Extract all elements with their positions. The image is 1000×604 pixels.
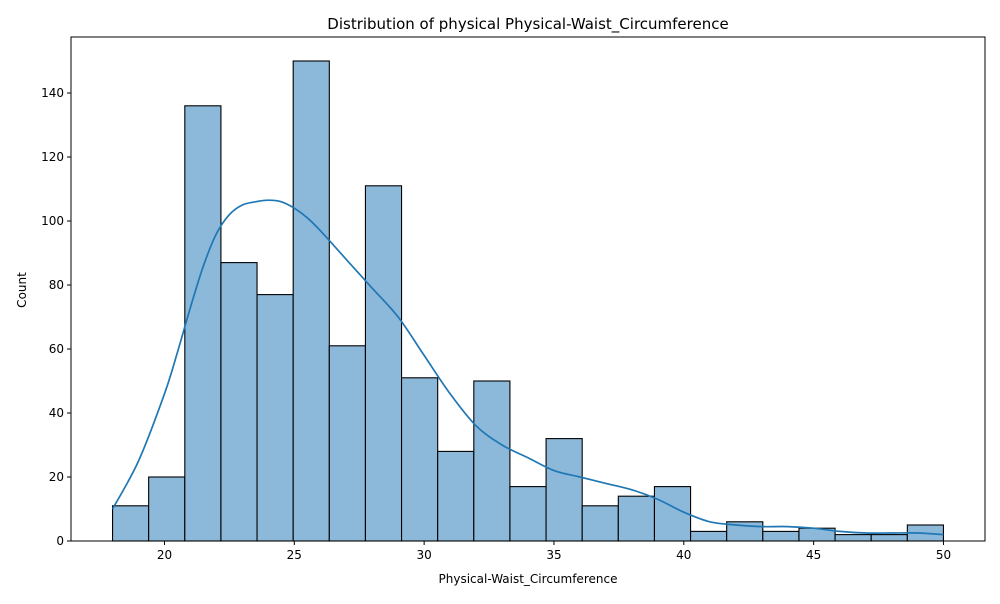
histogram-bar-15 — [653, 486, 692, 542]
histogram-bar-14 — [617, 495, 656, 542]
y-tick-label: 60 — [49, 342, 64, 356]
histogram-bar-21 — [870, 534, 908, 542]
y-axis-label: Count — [15, 272, 29, 308]
plot-frame — [70, 36, 986, 542]
histogram-bar-16 — [690, 530, 728, 542]
x-tick-label: 35 — [546, 548, 561, 562]
histogram-bar-4 — [256, 294, 294, 542]
x-tick-label: 30 — [416, 548, 431, 562]
histogram-bar-10 — [473, 380, 511, 542]
histogram-bar-20 — [834, 534, 872, 542]
y-tick-label: 140 — [41, 86, 64, 100]
histogram-bar-9 — [437, 450, 475, 542]
x-tick-label: 40 — [676, 548, 691, 562]
x-axis-label: Physical-Waist_Circumference — [439, 572, 618, 586]
histogram-bar-11 — [509, 486, 547, 542]
kde-layer — [111, 199, 944, 536]
histogram-bar-2 — [184, 105, 222, 542]
bars-layer — [111, 60, 945, 542]
y-tick-label: 0 — [56, 534, 64, 548]
x-tick-label: 20 — [157, 548, 172, 562]
x-tick-label: 45 — [806, 548, 821, 562]
histogram-bar-7 — [364, 185, 403, 542]
histogram-bar-0 — [111, 505, 150, 542]
histogram-bar-12 — [545, 438, 583, 542]
histogram-bar-13 — [581, 505, 619, 542]
y-tick-label: 80 — [49, 278, 64, 292]
histogram-bar-1 — [148, 476, 186, 542]
histogram-bar-5 — [292, 60, 330, 542]
histogram-bar-6 — [328, 345, 366, 542]
y-tick-label: 100 — [41, 214, 64, 228]
kde-curve — [111, 199, 944, 536]
x-tick-label: 25 — [287, 548, 302, 562]
y-tick-label: 20 — [49, 470, 64, 484]
histogram-bar-3 — [220, 262, 258, 542]
histogram-bar-8 — [400, 377, 439, 542]
x-tick-label: 50 — [936, 548, 951, 562]
histogram-bar-18 — [762, 530, 800, 542]
axes-layer: 20 25 30 35 40 45 50 0 20 40 60 80 100 120 140 — [41, 36, 986, 562]
y-tick-label: 40 — [49, 406, 64, 420]
y-tick-label: 120 — [41, 150, 64, 164]
chart-title: Distribution of physical Physical-Waist_… — [327, 15, 728, 34]
